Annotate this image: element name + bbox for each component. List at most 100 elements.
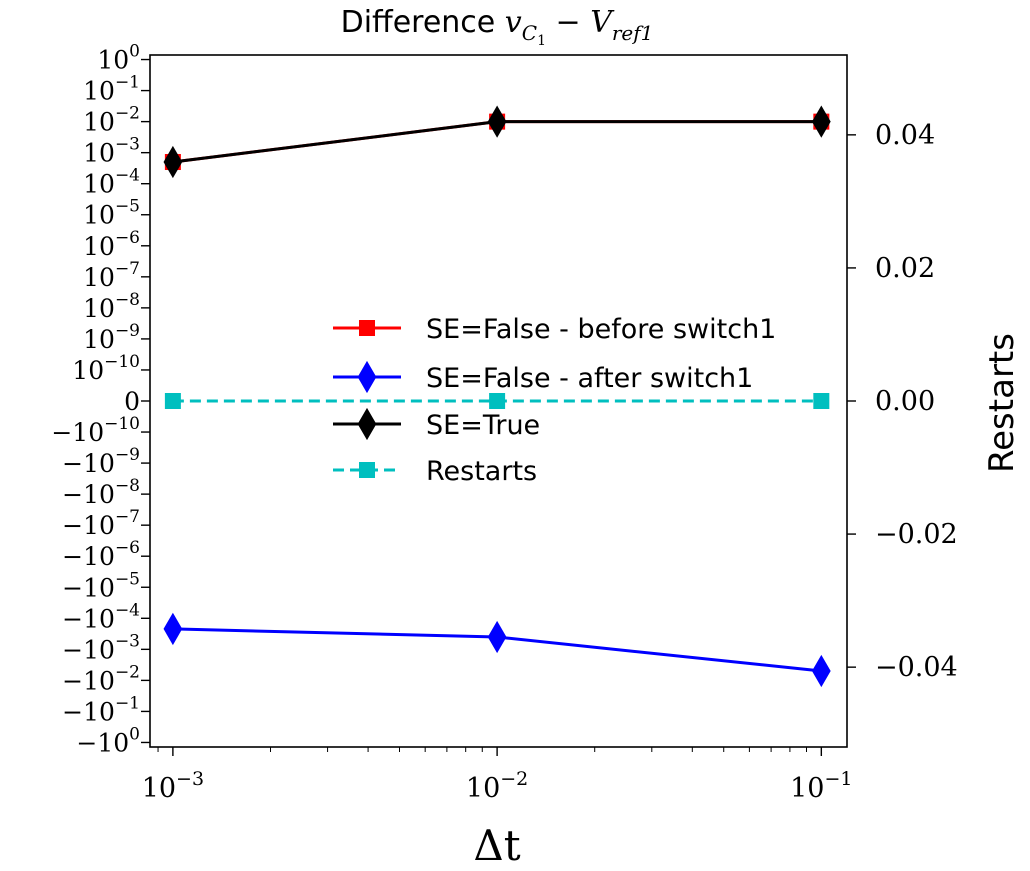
- y-tick-label: 10−7: [83, 259, 140, 292]
- y-tick-label: 10−10: [72, 352, 140, 385]
- legend-item: SE=False - after switch1: [333, 360, 753, 394]
- data-point: [163, 145, 183, 179]
- legend: SE=False - before switch1 SE=False - afte…: [333, 314, 776, 487]
- legend-label: Restarts: [426, 456, 537, 487]
- y-tick-exponent: −5: [115, 569, 140, 589]
- y-tick-base: 10: [83, 108, 115, 137]
- x-tick-exponent: −2: [500, 768, 528, 790]
- x-tick-label: 10−1: [790, 768, 852, 804]
- series-1: [163, 612, 831, 688]
- y-tick-label: −10−9: [62, 445, 140, 478]
- y-tick-exponent: −9: [115, 445, 140, 465]
- data-point: [811, 105, 831, 138]
- y-tick-base: −10: [51, 418, 104, 447]
- series-2: [163, 105, 831, 179]
- y-axis-right: 0.04 0.02 0.00 −0.02 −0.04: [847, 120, 958, 683]
- y-tick-exponent: −8: [115, 290, 140, 310]
- y-tick-base: 10: [83, 77, 115, 106]
- y-tick-base: −10: [62, 511, 115, 540]
- y-tick-base: 10: [83, 325, 115, 354]
- legend-item: SE=False - before switch1: [333, 314, 776, 345]
- y-tick-label: 10−4: [83, 166, 140, 199]
- y-tick-label: −10−6: [62, 538, 140, 571]
- y-tick-exponent: −2: [115, 662, 140, 682]
- y-tick-label: 10−2: [83, 104, 140, 137]
- legend-marker: [359, 462, 375, 478]
- legend-label: SE=True: [426, 410, 540, 441]
- y-tick-base: −10: [62, 573, 115, 602]
- x-tick-base: 10: [790, 773, 824, 804]
- y-tick-label: 100: [97, 42, 140, 75]
- x-axis: 10−3 10−2 10−1: [142, 747, 853, 804]
- y-tick-label: −100: [76, 724, 140, 757]
- y-tick-label: −10−1: [62, 693, 140, 726]
- legend-item: SE=True: [333, 407, 540, 441]
- y-tick-exponent: −1: [115, 73, 140, 93]
- y-tick-exponent: −10: [104, 352, 140, 372]
- y-tick-exponent: −4: [115, 600, 140, 620]
- y-tick-exponent: −6: [115, 538, 140, 558]
- y-tick-base: 10: [83, 201, 115, 230]
- data-point: [163, 612, 183, 646]
- y-tick-exponent: −7: [115, 259, 140, 279]
- y-tick-base: 10: [83, 170, 115, 199]
- y-tick-base: 10: [83, 139, 115, 168]
- x-tick-exponent: −3: [176, 768, 204, 790]
- legend-marker: [359, 320, 375, 336]
- y-tick-exponent: −3: [115, 631, 140, 651]
- y-tick-exponent: −9: [115, 321, 140, 341]
- data-point: [487, 620, 507, 654]
- y-tick-label: −10−10: [51, 414, 140, 447]
- y-tick-label: −10−4: [62, 600, 140, 633]
- x-tick-base: 10: [466, 773, 500, 804]
- data-point: [813, 393, 830, 409]
- y2-tick-label: −0.02: [875, 519, 958, 550]
- y-tick-exponent: −6: [115, 228, 140, 248]
- y-tick-base: 10: [83, 232, 115, 261]
- data-point: [489, 393, 506, 409]
- y-tick-label: −10−3: [62, 631, 140, 664]
- y-tick-exponent: −4: [115, 166, 140, 186]
- legend-marker: [357, 407, 377, 441]
- y-tick-base: −10: [62, 697, 115, 726]
- y-tick-exponent: −3: [115, 135, 140, 155]
- x-axis-label: Δt: [473, 821, 520, 870]
- y2-tick-label: 0.02: [875, 253, 935, 284]
- y-tick-label: 0: [124, 387, 140, 416]
- x-tick-base: 10: [142, 773, 176, 804]
- y-tick-exponent: −10: [104, 414, 140, 434]
- y-tick-base: −10: [62, 604, 115, 633]
- y-tick-exponent: −2: [115, 104, 140, 124]
- x-tick-label: 10−3: [142, 768, 204, 804]
- y-tick-exponent: −1: [115, 693, 140, 713]
- x-tick-exponent: −1: [824, 768, 852, 790]
- y-tick-label: −10−5: [62, 569, 140, 602]
- y-tick-base: 10: [83, 294, 115, 323]
- y-tick-base: −10: [62, 635, 115, 664]
- y-tick-exponent: −7: [115, 507, 140, 527]
- chart-title: Difference vC1 − Vref1: [341, 5, 654, 49]
- y-axis-left: 10010−110−210−310−410−510−610−710−810−91…: [51, 42, 150, 757]
- y-tick-base: −10: [76, 728, 129, 757]
- series-layer: [163, 105, 831, 688]
- y2-tick-label: −0.04: [875, 652, 958, 683]
- y-tick-base: 10: [97, 46, 129, 75]
- y-tick-label: 10−1: [83, 73, 140, 106]
- y-tick-label: −10−7: [62, 507, 140, 540]
- x-tick-label: 10−2: [466, 768, 528, 804]
- data-point: [487, 105, 507, 138]
- y2-axis-label: Restarts: [982, 333, 1022, 473]
- y-tick-label: 10−6: [83, 228, 140, 261]
- series-3: [164, 393, 830, 409]
- legend-marker: [357, 360, 377, 394]
- y-tick-exponent: −5: [115, 197, 140, 217]
- y-tick-base: 10: [72, 356, 104, 385]
- y-tick-exponent: 0: [129, 724, 140, 744]
- y-tick-base: −10: [62, 666, 115, 695]
- data-point: [164, 393, 181, 409]
- data-point: [811, 654, 831, 688]
- legend-label: SE=False - after switch1: [426, 363, 753, 394]
- y-tick-exponent: 0: [129, 42, 140, 62]
- y2-tick-label: 0.04: [875, 120, 935, 151]
